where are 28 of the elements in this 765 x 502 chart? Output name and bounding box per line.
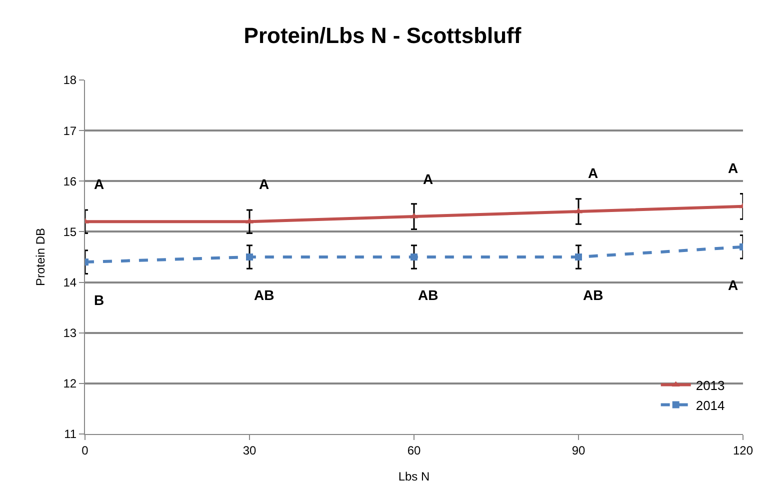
legend-label: 2013 (696, 378, 725, 393)
y-tick-label: 14 (63, 275, 77, 290)
x-axis-title: Lbs N (398, 469, 430, 484)
y-tick-label: 15 (63, 224, 77, 239)
chart-title: Protein/Lbs N - Scottsbluff (244, 22, 522, 48)
annotation: A (588, 165, 598, 181)
annotation: AB (418, 287, 438, 303)
y-tick-label: 16 (63, 174, 77, 188)
y-axis-title: Protein DB (34, 228, 48, 286)
x-tick-label: 60 (407, 443, 421, 458)
annotation: B (94, 292, 104, 308)
y-tick-label: 17 (63, 124, 77, 138)
y-tick-label: 12 (63, 376, 77, 391)
annotation: A (728, 160, 738, 176)
y-tick-label: 11 (64, 427, 77, 442)
y-tick-label: 13 (63, 326, 77, 340)
x-tick-label: 90 (572, 443, 586, 458)
x-tick-label: 0 (82, 443, 89, 458)
annotation: A (259, 176, 270, 192)
annotation: AB (583, 287, 604, 303)
annotation: A (423, 171, 434, 187)
y-tick-label: 18 (63, 73, 77, 88)
annotation: AB (254, 287, 274, 303)
x-tick-label: 30 (242, 443, 256, 458)
legend-label: 2014 (696, 398, 725, 413)
x-tick-label: 120 (732, 443, 754, 458)
annotation: A (728, 277, 738, 293)
annotation: A (94, 176, 104, 192)
